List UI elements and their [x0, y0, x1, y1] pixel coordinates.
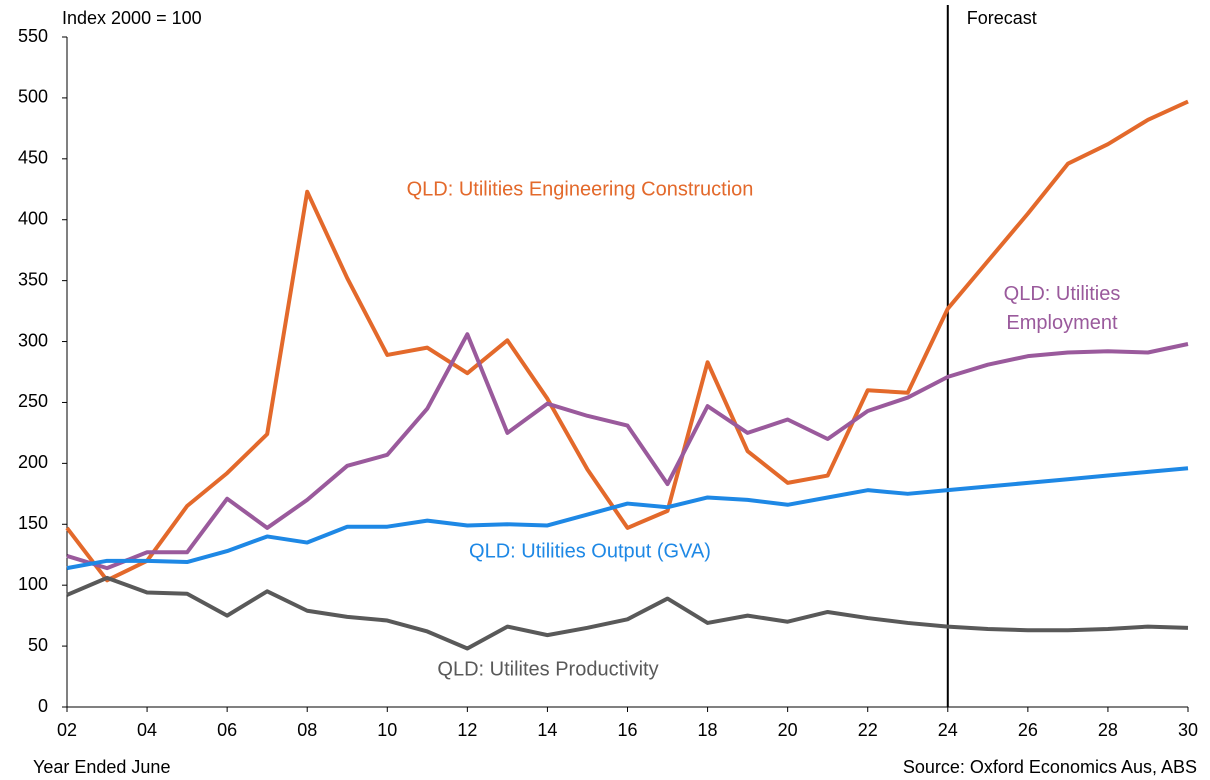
y-tick-label: 200	[18, 452, 48, 472]
x-tick-label: 22	[858, 720, 878, 740]
x-tick-label: 12	[457, 720, 477, 740]
x-tick-label: 04	[137, 720, 157, 740]
series-line	[66, 466, 1189, 571]
y-tick-label: 400	[18, 208, 48, 228]
x-tick-label: 28	[1098, 720, 1118, 740]
series-line	[66, 332, 1189, 571]
forecast-label: Forecast	[967, 8, 1037, 28]
y-tick-label: 500	[18, 87, 48, 107]
series-label: QLD: Utilities Employment	[1004, 283, 1121, 334]
series-label: QLD: Utilites Productivity	[437, 658, 658, 680]
y-tick-label: 100	[18, 574, 48, 594]
source: Source: Oxford Economics Aus, ABS	[903, 757, 1197, 777]
x-axis-label: Year Ended June	[33, 757, 170, 777]
y-axis-label: Index 2000 = 100	[62, 8, 202, 28]
y-tick-label: 550	[18, 26, 48, 46]
x-tick-label: 16	[617, 720, 637, 740]
series-line	[65, 99, 1189, 583]
series-label: QLD: Utilities Output (GVA)	[469, 540, 711, 562]
y-tick-label: 150	[18, 513, 48, 533]
series-line	[66, 575, 1189, 651]
x-tick-label: 02	[57, 720, 77, 740]
x-tick-label: 14	[537, 720, 557, 740]
x-tick-label: 06	[217, 720, 237, 740]
y-tick-label: 350	[18, 269, 48, 289]
x-tick-label: 30	[1178, 720, 1198, 740]
x-tick-label: 18	[698, 720, 718, 740]
x-tick-label: 26	[1018, 720, 1038, 740]
y-tick-label: 250	[18, 391, 48, 411]
y-tick-label: 450	[18, 148, 48, 168]
x-tick-label: 08	[297, 720, 317, 740]
x-tick-label: 24	[938, 720, 958, 740]
y-tick-label: 0	[38, 696, 48, 716]
x-tick-label: 10	[377, 720, 397, 740]
series-label: QLD: Utilities Engineering Construction	[407, 178, 754, 200]
y-tick-label: 50	[28, 635, 48, 655]
y-tick-label: 300	[18, 330, 48, 350]
x-tick-label: 20	[778, 720, 798, 740]
